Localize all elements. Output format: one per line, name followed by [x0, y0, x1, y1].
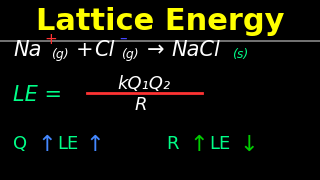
Text: LE: LE [210, 135, 231, 153]
Text: R: R [135, 96, 147, 114]
Text: Q: Q [13, 135, 27, 153]
Text: +: + [75, 40, 93, 60]
Text: (g): (g) [51, 48, 68, 61]
Text: R: R [166, 135, 179, 153]
Text: kQ₁Q₂: kQ₁Q₂ [117, 75, 171, 93]
Text: (s): (s) [232, 48, 248, 61]
Text: –: – [119, 31, 127, 46]
Text: (g): (g) [121, 48, 139, 61]
Text: NaCl: NaCl [171, 40, 220, 60]
Text: Lattice Energy: Lattice Energy [36, 7, 284, 36]
Text: →: → [147, 40, 164, 60]
Text: ↓: ↓ [239, 135, 258, 155]
Text: +: + [44, 32, 57, 48]
Text: LE =: LE = [13, 84, 62, 105]
Text: ↑: ↑ [189, 135, 208, 155]
Text: LE: LE [57, 135, 78, 153]
Text: ↑: ↑ [86, 135, 105, 155]
Text: ↑: ↑ [37, 135, 56, 155]
Text: Cl: Cl [94, 40, 115, 60]
Text: Na: Na [13, 40, 41, 60]
